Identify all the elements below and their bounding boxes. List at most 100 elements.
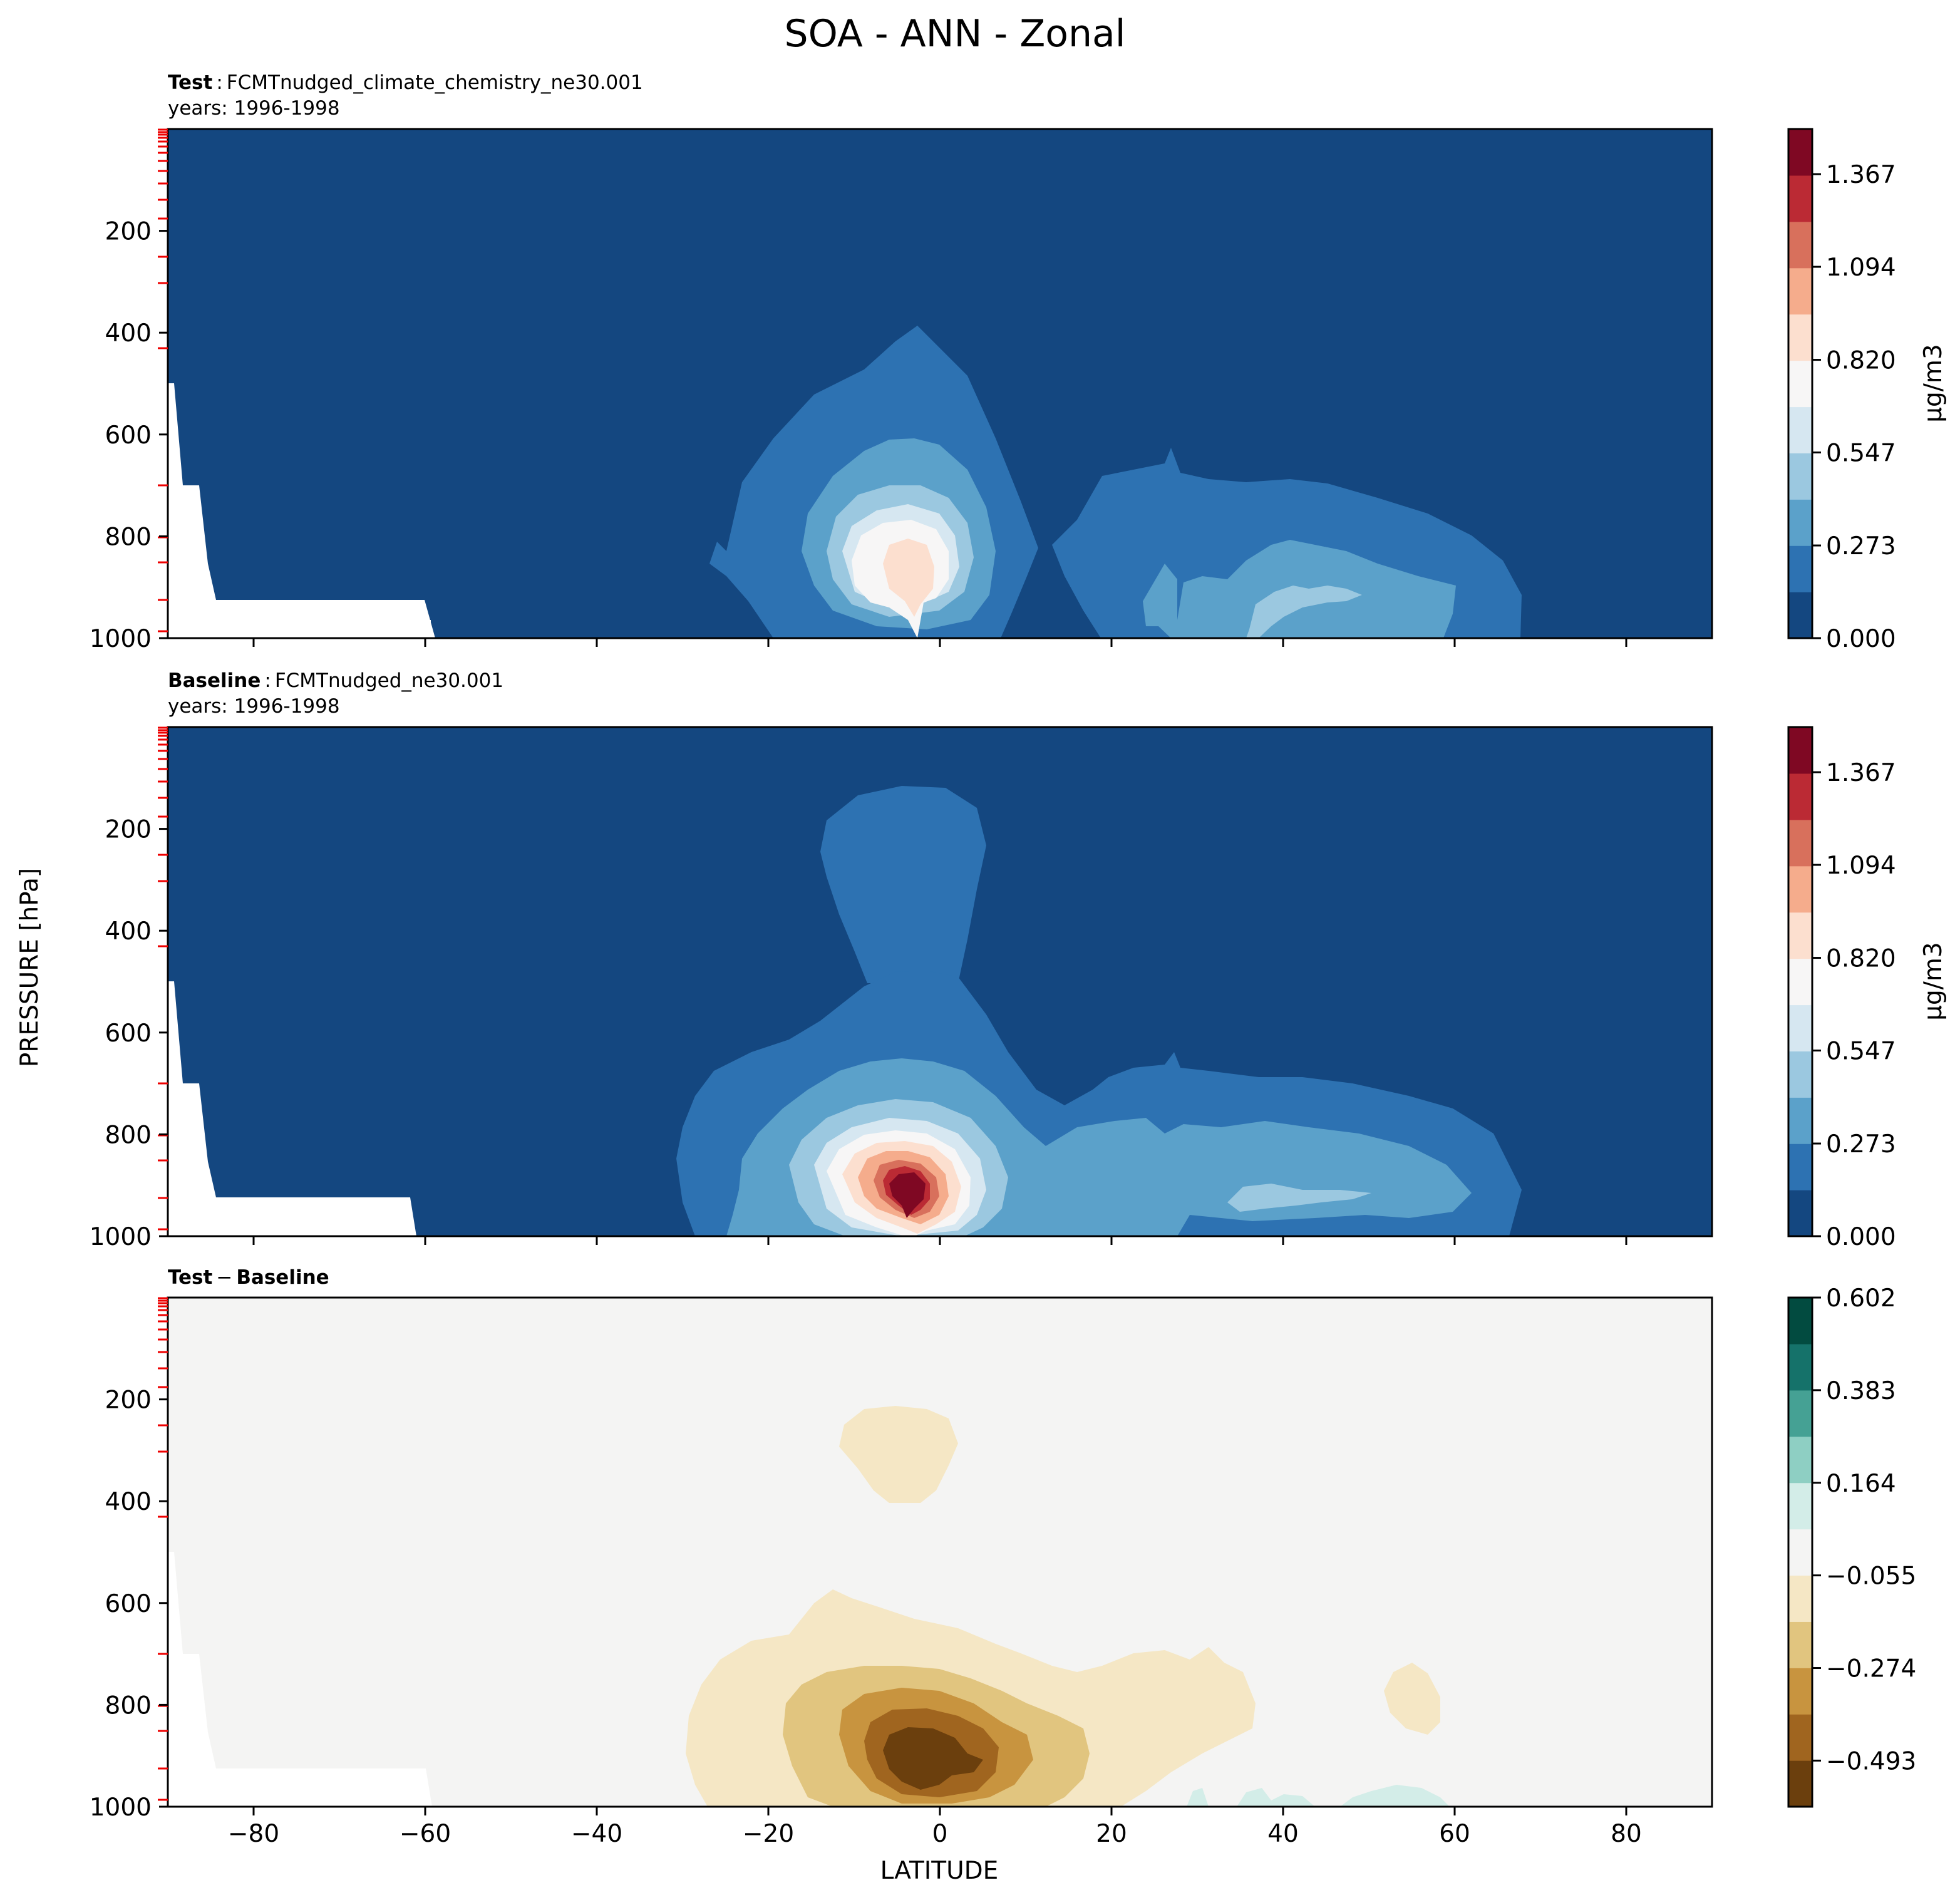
panel-baseline: Baseline: FCMTnudged_ne30.001 years: 1996… <box>158 669 1947 1251</box>
y-tick-label: 1000 <box>90 1794 152 1822</box>
colorbar-tick-label: 0.602 <box>1826 1284 1896 1313</box>
colorbar-swatch <box>1788 267 1812 315</box>
y-tick-label: 800 <box>105 1691 152 1720</box>
panel-test-colorbar-label: μg/m3 <box>1919 344 1947 423</box>
panel-test-years: years: 1996-1998 <box>168 97 340 120</box>
x-tick-label: −80 <box>228 1820 279 1848</box>
colorbar-swatch <box>1788 1436 1812 1484</box>
panel-diff-label-sep: − <box>216 1266 232 1289</box>
contour-level-6 <box>883 539 934 617</box>
y-tick-label: 800 <box>105 1121 152 1149</box>
y-tick-label: 600 <box>105 1590 152 1618</box>
colorbar-swatch <box>1788 1482 1812 1530</box>
panel-diff-colorbar: −0.493 −0.274 −0.055 0.164 0.383 0.602 <box>1787 1284 1916 1808</box>
panel-test-title: Test: FCMTnudged_climate_chemistry_ne30.0… <box>168 71 643 94</box>
missing-region-polar <box>168 981 416 1236</box>
colorbar-swatch <box>1788 1190 1812 1237</box>
panel-baseline-years: years: 1996-1998 <box>168 695 340 718</box>
colorbar-frame <box>1787 128 1813 639</box>
colorbar-swatch <box>1788 1575 1812 1622</box>
y-tick-label: 600 <box>105 1020 152 1048</box>
panel-diff-level-marks <box>158 1297 168 1801</box>
contour-level-1-upper <box>820 786 986 983</box>
colorbar-swatch <box>1788 912 1812 959</box>
y-tick-label: 1000 <box>90 1223 152 1251</box>
panel-baseline-label-bold: Baseline <box>168 669 260 692</box>
colorbar-tick-label: 0.820 <box>1826 945 1896 973</box>
colorbar-tick-label: 0.383 <box>1826 1377 1896 1405</box>
colorbar-tick-label: 1.367 <box>1826 161 1896 189</box>
figure-title: SOA - ANN - Zonal <box>785 12 1126 56</box>
colorbar-tick-label: −0.055 <box>1826 1562 1916 1591</box>
panel-diff-title: Test − Baseline <box>168 1266 329 1289</box>
y-tick-label: 400 <box>105 917 152 946</box>
contour-level-3-nh <box>1246 586 1362 638</box>
contour-level-pos1 <box>1187 1785 1450 1807</box>
colorbar-frame <box>1787 1296 1813 1808</box>
x-tick-label: 40 <box>1267 1820 1299 1848</box>
panel-baseline-colorbar-label: μg/m3 <box>1919 942 1947 1021</box>
colorbar-swatch <box>1788 773 1812 820</box>
colorbar-tick-label: −0.493 <box>1826 1747 1916 1775</box>
colorbar-swatch <box>1788 1004 1812 1051</box>
y-tick-label: 200 <box>105 816 152 844</box>
colorbar-swatch <box>1788 499 1812 546</box>
panel-baseline-level-marks <box>158 726 168 1231</box>
y-tick-label: 200 <box>105 1386 152 1415</box>
y-tick-label: 600 <box>105 421 152 450</box>
y-tick-label: 800 <box>105 523 152 551</box>
colorbar-tick-label: 1.367 <box>1826 759 1896 787</box>
colorbar-swatch <box>1788 314 1812 361</box>
x-tick-label: 0 <box>932 1820 948 1848</box>
x-tick-label: −40 <box>571 1820 622 1848</box>
colorbar-swatch <box>1788 175 1812 222</box>
colorbar-tick-label: −0.274 <box>1826 1655 1916 1683</box>
colorbar-tick-label: 0.000 <box>1826 625 1896 653</box>
colorbar-swatch <box>1788 958 1812 1006</box>
x-tick-label: 20 <box>1096 1820 1127 1848</box>
panel-baseline-colorbar: 0.000 0.273 0.547 0.820 1.094 1.367 <box>1787 726 1896 1251</box>
x-tick-label: 80 <box>1611 1820 1642 1848</box>
panel-baseline-label-sep: : <box>264 669 271 692</box>
panel-diff-field <box>168 1298 1712 1807</box>
contour-level-10 <box>889 1172 926 1218</box>
colorbar-swatch <box>1788 545 1812 592</box>
colorbar-swatch <box>1788 406 1812 453</box>
y-tick-label: 400 <box>105 1488 152 1516</box>
colorbar-swatch <box>1788 1390 1812 1437</box>
missing-region-polar <box>168 1552 432 1807</box>
contour-level-neg1-nh <box>1384 1663 1440 1735</box>
colorbar-swatch <box>1788 592 1812 639</box>
panel-test: Test: FCMTnudged_climate_chemistry_ne30.0… <box>158 71 1947 653</box>
y-axis-label: PRESSURE [hPa] <box>16 868 44 1067</box>
panel-diff: Test − Baseline −0.493−0.27 <box>158 1266 1916 1808</box>
x-tick-label: −20 <box>743 1820 794 1848</box>
colorbar-tick-label: 1.094 <box>1826 852 1896 880</box>
contour-level-neg1-upper <box>839 1406 958 1503</box>
y-tick-label: 200 <box>105 218 152 246</box>
colorbar-tick-label: 0.000 <box>1826 1223 1896 1251</box>
colorbar-tick-label: 0.547 <box>1826 440 1896 468</box>
panel-test-colorbar: 0.000 0.273 0.547 0.820 1.094 1.367 <box>1787 128 1896 653</box>
colorbar-swatch <box>1788 1144 1812 1190</box>
panel-test-level-marks <box>158 128 168 632</box>
colorbar-tick-label: 0.273 <box>1826 1130 1896 1159</box>
missing-region-polar <box>168 383 435 638</box>
colorbar-swatch <box>1788 727 1812 774</box>
contour-level-neg5 <box>883 1727 983 1790</box>
colorbar-swatch <box>1788 129 1812 176</box>
panel-diff-label-bold: Test <box>168 1266 213 1289</box>
x-axis-label: LATITUDE <box>880 1857 999 1885</box>
contour-level-3-nh <box>1227 1184 1371 1212</box>
panel-test-field <box>168 129 1712 638</box>
colorbar-swatch <box>1788 1097 1812 1144</box>
colorbar-swatch <box>1788 1714 1812 1761</box>
panel-test-label-bold: Test <box>168 71 213 94</box>
colorbar-swatch <box>1788 819 1812 867</box>
colorbar-swatch <box>1788 1760 1812 1807</box>
y-tick-label: 1000 <box>90 625 152 653</box>
y-tick-label: 400 <box>105 319 152 348</box>
colorbar-swatch <box>1788 1529 1812 1576</box>
